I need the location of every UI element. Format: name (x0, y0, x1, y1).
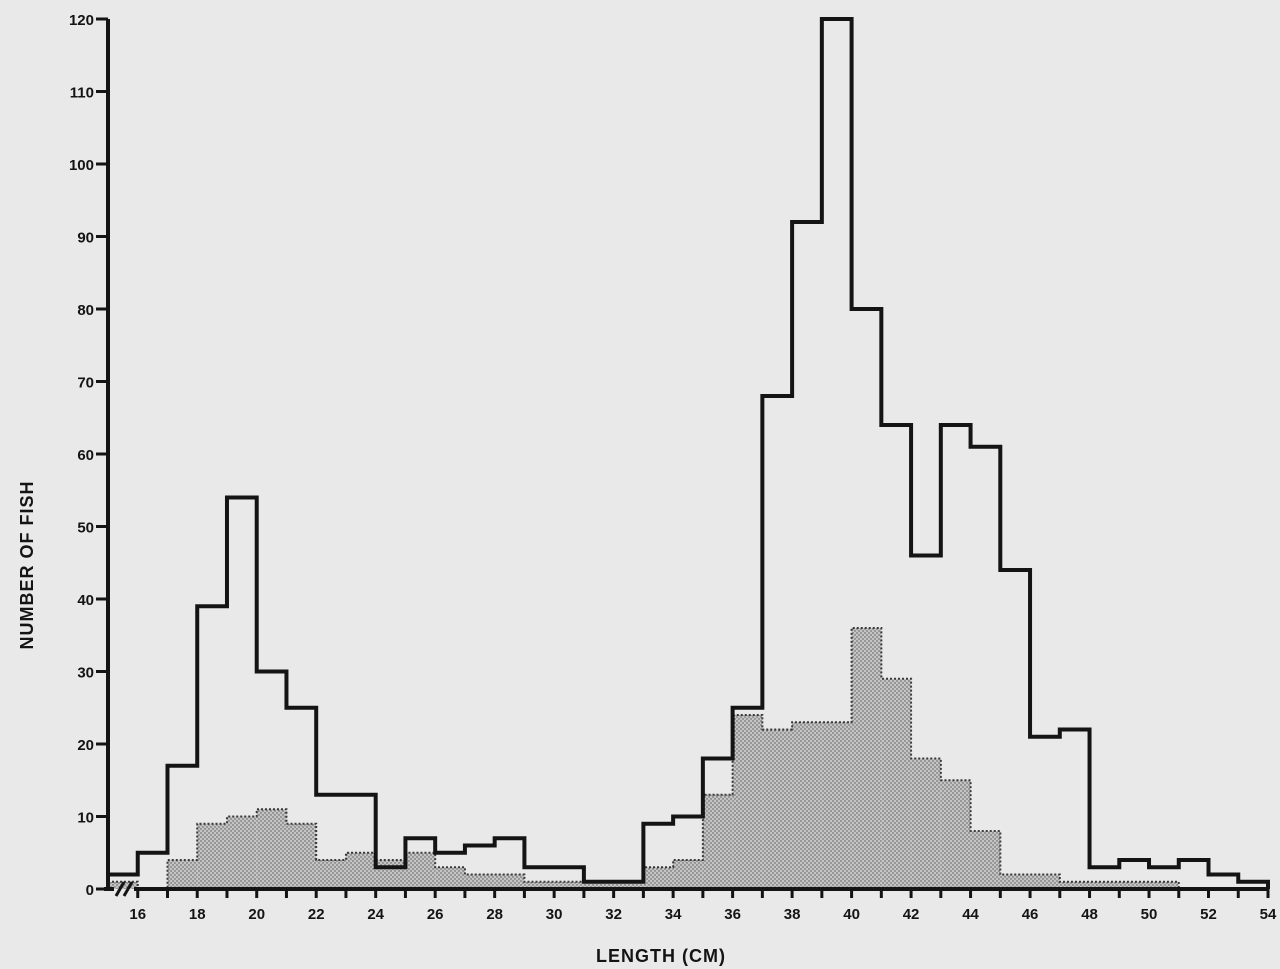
histogram-outline (106, 17, 1270, 889)
y-tick-label: 120 (69, 12, 94, 29)
y-tick-label: 20 (77, 737, 94, 754)
x-tick-label: 50 (1141, 906, 1158, 923)
stipple-bar (911, 758, 941, 889)
x-tick-label: 18 (189, 906, 206, 923)
stipple-bar (762, 729, 793, 889)
stipple-bar (256, 809, 287, 889)
y-tick-label: 0 (86, 882, 94, 899)
x-axis-title: LENGTH (CM) (596, 946, 726, 966)
axis-break-mark (114, 881, 126, 897)
stipple-bar (554, 881, 584, 889)
y-tick-label: 80 (77, 302, 94, 319)
stipple-bar (583, 881, 614, 889)
solid-series-layer (106, 17, 1270, 889)
stipple-bar (851, 628, 882, 889)
stipple-bar (613, 881, 644, 889)
stipple-bar (375, 860, 406, 889)
x-tick-label: 54 (1260, 906, 1277, 923)
stippled-series-layer (108, 627, 1268, 890)
stipple-bar (643, 867, 674, 889)
stipple-bar (494, 874, 525, 889)
stipple-bar (1030, 874, 1060, 889)
x-tick-label: 26 (427, 906, 444, 923)
tick-labels: 16 18 20 22 24 26 28 30 32 34 36 38 40 42 44 46 48 50 52 54… (69, 12, 1277, 923)
x-tick-label: 38 (784, 906, 801, 923)
x-tick-label: 30 (546, 906, 563, 923)
stipple-bar (1059, 881, 1090, 889)
stipple-bar (524, 881, 555, 889)
stipple-bar (405, 852, 436, 889)
stipple-bar (970, 831, 1001, 889)
stipple-bar (226, 816, 257, 889)
x-tick-label: 32 (605, 906, 622, 923)
x-tick-label: 16 (129, 906, 146, 923)
axis-break-mark (122, 881, 134, 897)
stipple-bar (345, 852, 376, 889)
x-tick-label: 28 (486, 906, 503, 923)
stipple-bar (1149, 881, 1179, 889)
stipple-series-outline (108, 627, 1268, 890)
y-tick-label: 40 (77, 592, 94, 609)
y-tick-label: 30 (77, 665, 94, 682)
stipple-bar (1089, 881, 1120, 889)
axes (96, 17, 1270, 898)
x-tick-label: 52 (1200, 906, 1217, 923)
stipple-bar (702, 794, 733, 889)
stipple-bar (316, 860, 346, 889)
y-tick-label: 110 (70, 85, 94, 102)
stipple-bar (167, 860, 198, 889)
stipple-bar (792, 722, 822, 889)
y-tick-label: 10 (77, 810, 94, 827)
x-tick-label: 46 (1022, 906, 1039, 923)
stipple-bar (286, 823, 317, 889)
x-tick-label: 42 (903, 906, 920, 923)
stipple-bar (435, 867, 465, 889)
stipple-bar (940, 780, 971, 889)
stipple-bar (821, 722, 852, 889)
stipple-bar (464, 874, 495, 889)
y-tick-label: 50 (77, 520, 94, 537)
x-tick-label: 40 (843, 906, 860, 923)
x-tick-label: 24 (367, 906, 384, 923)
stipple-bar (197, 823, 227, 889)
stipple-bar (673, 860, 703, 889)
y-tick-label: 70 (77, 375, 94, 392)
x-tick-label: 20 (248, 906, 265, 923)
stipple-bar (1119, 881, 1150, 889)
x-tick-label: 22 (308, 906, 325, 923)
stipple-bar (1000, 874, 1031, 889)
stipple-bar (732, 715, 763, 889)
y-tick-label: 60 (77, 447, 94, 464)
x-tick-label: 44 (962, 906, 979, 923)
y-axis-title: NUMBER OF FISH (17, 481, 37, 650)
y-tick-label: 90 (77, 230, 94, 247)
x-tick-label: 34 (665, 906, 682, 923)
stipple-bar (881, 678, 912, 889)
y-tick-label: 100 (69, 157, 94, 174)
x-tick-label: 48 (1081, 906, 1098, 923)
x-tick-label: 36 (724, 906, 741, 923)
